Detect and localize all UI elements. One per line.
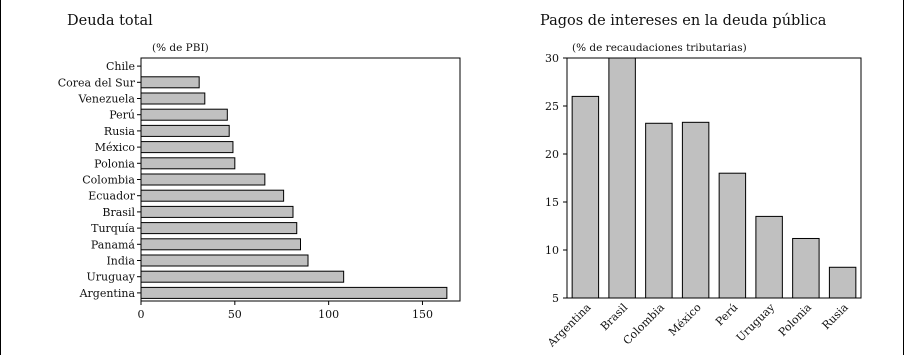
chart-deuda-total: Deuda total (% de PBI) Chile Corea del Su… [58, 13, 461, 321]
chart1-category-label: Ecuador [88, 190, 135, 203]
chart1-category-label: Polonia [94, 157, 135, 170]
chart1-title: Deuda total [67, 13, 153, 29]
chart1-x-tick-label: 50 [228, 308, 242, 321]
chart2-y-tick-label: 30 [545, 52, 559, 65]
chart2-bar-6 [792, 237, 820, 299]
chart2-category-label: Argentina [544, 301, 593, 350]
chart1-x-tick-label: 100 [318, 308, 339, 321]
chart1-category-label: Argentina [79, 287, 136, 300]
chart1-category-label: Panamá [91, 238, 136, 251]
chart1-category-label: India [106, 255, 135, 268]
chart2-plot-frame [566, 57, 862, 299]
chart1-category-label: Brasil [102, 206, 135, 219]
chart1-category-label: Venezuela [77, 93, 135, 106]
chart1-x-tick-label: 150 [412, 308, 433, 321]
chart2-bar-4 [718, 172, 747, 299]
chart1-category-label: Turquía [91, 222, 135, 235]
chart1-category-label: Corea del Sur [58, 76, 136, 89]
chart2-category-label: Perú [713, 301, 740, 328]
right-border [903, 0, 904, 355]
chart2-bar-3 [681, 121, 710, 299]
chart1-category-label: Rusia [104, 125, 136, 138]
chart2-category-label: Brasil [598, 301, 631, 334]
chart1-category-label: Perú [109, 109, 135, 122]
chart1-category-label: Colombia [82, 174, 135, 187]
chart2-title: Pagos de intereses en la deuda pública [540, 13, 827, 29]
chart2-category-label: Rusia [820, 301, 851, 332]
left-border [0, 0, 1, 355]
chart1-subtitle: (% de PBI) [152, 42, 209, 54]
chart2-subtitle: (% de recaudaciones tributarias) [572, 42, 747, 54]
chart1-category-label: México [95, 141, 136, 154]
chart1-category-label: Uruguay [86, 271, 135, 284]
chart1-category-label: Chile [106, 60, 135, 73]
chart2-bar-2 [645, 122, 673, 299]
chart2-y-tick-label: 15 [545, 196, 559, 209]
chart2-y-tick-label: 25 [545, 100, 559, 113]
chart2-category-label: Uruguay [734, 300, 778, 344]
chart2-bar-0 [571, 95, 600, 299]
chart2-bar-5 [755, 215, 783, 299]
chart2-bar-1 [608, 57, 636, 299]
chart2-y-tick-label: 20 [545, 148, 559, 161]
chart2-y-tick-label: 5 [552, 292, 559, 305]
chart2-category-label: México [666, 301, 704, 339]
chart1-x-tick-label: 0 [138, 308, 145, 321]
chart2-y-tick-label: 10 [545, 244, 559, 257]
chart2-category-label: Polonia [776, 301, 814, 339]
chart2-bar-7 [828, 266, 857, 299]
